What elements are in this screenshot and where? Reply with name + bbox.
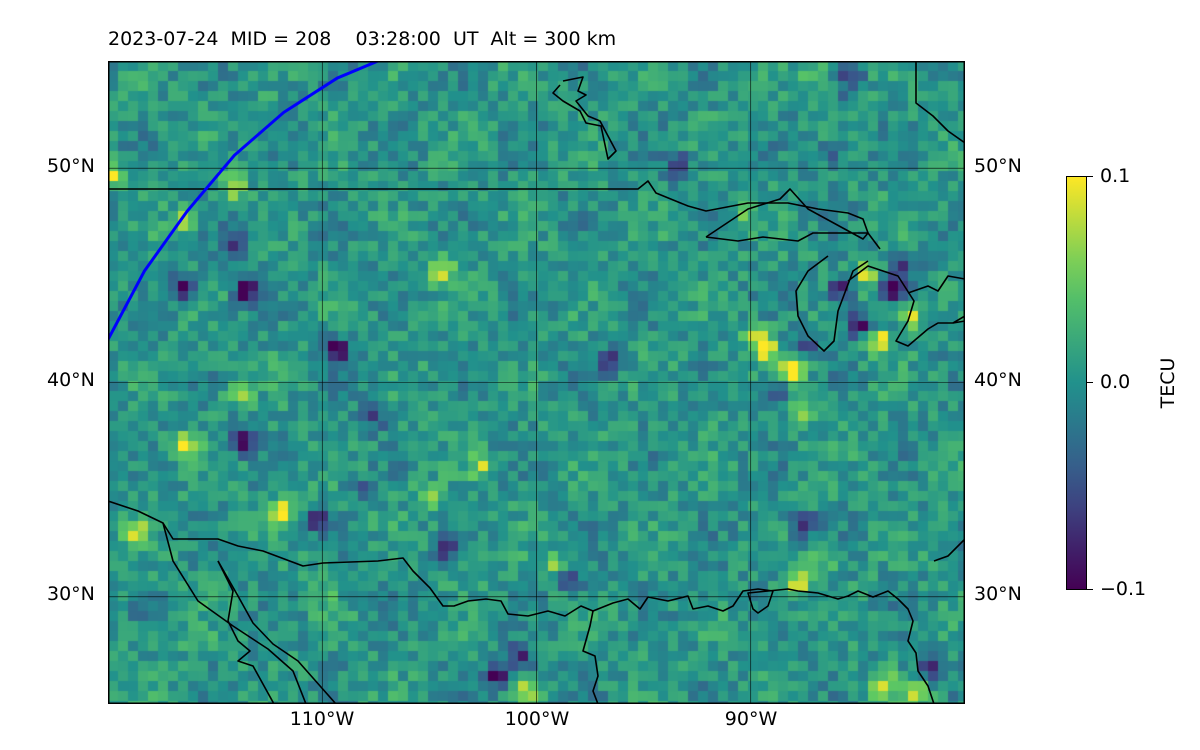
- map-overlay: [108, 61, 965, 704]
- colorbar: [1066, 176, 1087, 590]
- colorbar-tick-bottom: [1087, 589, 1093, 590]
- lat-label-50-right: 50°N: [974, 155, 1022, 177]
- us-canada-border: [108, 180, 881, 250]
- lake-superior-shore: [705, 188, 869, 242]
- colorbar-label-zero: 0.0: [1100, 371, 1131, 393]
- lon-label-110w: 110°W: [289, 708, 355, 730]
- colorbar-label-max: 0.1: [1100, 165, 1131, 187]
- sea-of-cortez: [217, 560, 275, 704]
- florida-peninsula: [933, 538, 965, 562]
- hudson-bay-east: [915, 61, 965, 144]
- lat-label-30-left: 30°N: [47, 583, 95, 605]
- michigan-lower-peninsula: [847, 265, 965, 347]
- colorbar-tick-mid: [1087, 382, 1093, 383]
- figure-title: 2023-07-24 MID = 208 03:28:00 UT Alt = 3…: [108, 28, 617, 50]
- colorbar-title: TECU: [1157, 357, 1179, 409]
- lake-michigan-shore: [795, 255, 869, 352]
- lat-label-30-right: 30°N: [974, 583, 1022, 605]
- satellite-track: [108, 61, 379, 341]
- lake-huron-shore: [907, 275, 965, 324]
- lat-label-40-left: 40°N: [47, 369, 95, 391]
- colorbar-tick-top: [1087, 176, 1093, 177]
- lon-label-100w: 100°W: [504, 708, 570, 730]
- colorbar-label-min: −0.1: [1100, 578, 1147, 600]
- lon-label-90w: 90°W: [724, 708, 778, 730]
- map-frame: [108, 61, 965, 704]
- lat-label-40-right: 40°N: [974, 369, 1022, 391]
- hudson-bay-coast: [552, 76, 617, 160]
- lat-label-50-left: 50°N: [47, 155, 95, 177]
- mexico-west-coast: [162, 522, 307, 704]
- coastlines: [108, 61, 965, 704]
- gulf-coast: [108, 500, 935, 704]
- mexico-east-coast: [582, 610, 599, 704]
- tec-map: [108, 61, 965, 704]
- baja-california: [217, 560, 337, 704]
- gridlines: [108, 61, 965, 704]
